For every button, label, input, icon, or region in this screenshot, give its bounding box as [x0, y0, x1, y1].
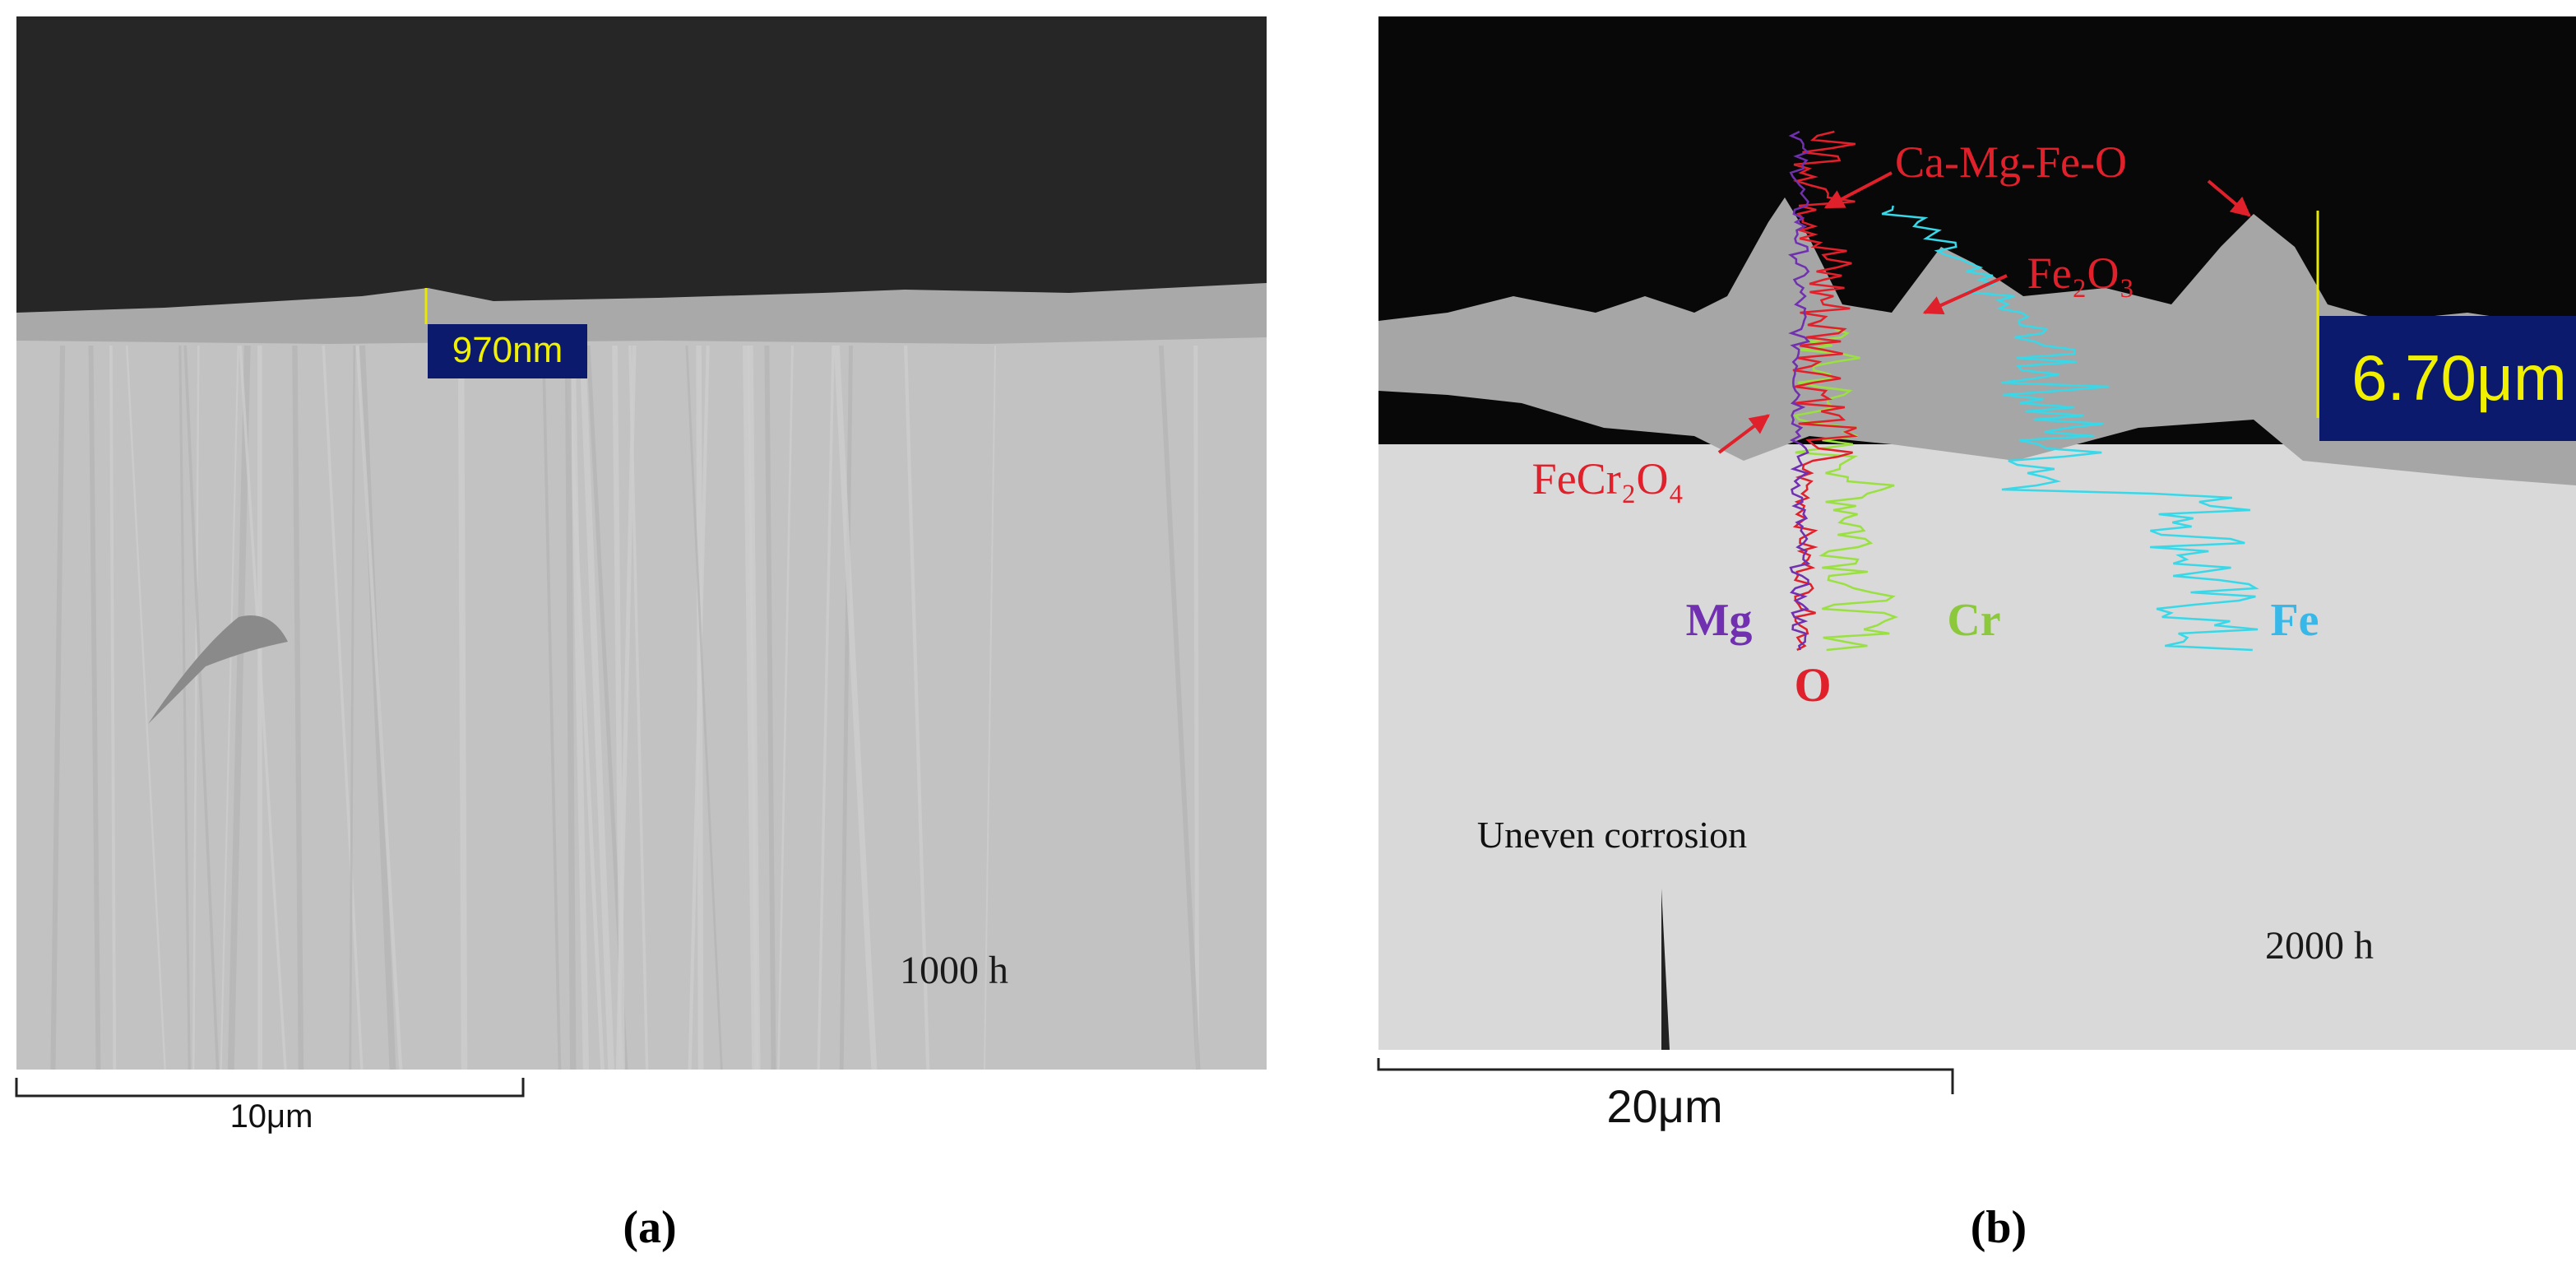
streak [355, 345, 403, 1070]
line-scan [1788, 130, 2259, 652]
panel-label: (b) [1971, 1202, 2027, 1253]
arrow [1922, 274, 2008, 315]
element-label: Mg [1686, 595, 1753, 646]
element-label: O [1794, 658, 1831, 712]
arrow [2207, 179, 2251, 217]
trace [1788, 130, 1811, 651]
streak [88, 345, 101, 1070]
arrow [1717, 414, 1770, 454]
scale-bar [15, 1078, 525, 1098]
streak [777, 345, 794, 1070]
streak [688, 345, 710, 1070]
element-label: Fe [2270, 595, 2319, 646]
panel-label: (a) [623, 1202, 676, 1253]
streak [1193, 345, 1200, 1070]
measure-box [2319, 316, 2576, 441]
time-label: 1000 h [900, 949, 1008, 992]
measurement: 6.70μm [2351, 341, 2567, 414]
streak [541, 345, 562, 1070]
scale-label: 20μm [1606, 1080, 1722, 1132]
streak [983, 345, 997, 1070]
streak [50, 345, 66, 1070]
defect [148, 615, 288, 724]
annotation: Ca-Mg-Fe-O [1895, 137, 2127, 187]
streak [565, 345, 605, 1070]
streaks [50, 345, 1201, 1070]
streak [192, 345, 200, 1070]
oxide-layer [1378, 197, 2576, 485]
streak [904, 345, 930, 1070]
streak [833, 345, 878, 1070]
streak [457, 345, 468, 1070]
panel-a: 970nm 1000 h 10μm (a) [15, 16, 1267, 1253]
streak [817, 345, 835, 1070]
streak [579, 345, 614, 1070]
annotation: Uneven corrosion [1477, 814, 1747, 856]
crack [1661, 889, 1670, 1050]
streak [742, 345, 759, 1070]
measurement: 970nm [452, 330, 563, 370]
annotation: FeCr₂O₄ [1532, 454, 1684, 504]
streak [227, 345, 251, 1070]
time-label: 2000 h [2265, 924, 2374, 968]
streak [359, 345, 396, 1070]
streak [125, 345, 166, 1070]
streak [109, 345, 117, 1070]
streak [183, 345, 220, 1070]
streak [220, 345, 239, 1070]
trace [1793, 327, 1899, 652]
panel-b: 6.70μm Ca-Mg-Fe-O Fe₂O₃ FeCr₂O₄ Uneven c… [1377, 16, 2576, 1253]
streak [564, 345, 577, 1070]
streak [1158, 345, 1201, 1070]
streak [178, 345, 191, 1070]
streak [764, 345, 776, 1070]
arrow [1823, 171, 1893, 209]
streak [685, 345, 723, 1070]
background [16, 16, 1267, 313]
streak [839, 345, 853, 1070]
streak [322, 345, 364, 1070]
annotation: Fe₂O₃ [2027, 248, 2135, 298]
streak [292, 345, 304, 1070]
oxide-layer [16, 283, 1267, 344]
measure-box [428, 324, 587, 378]
scale-label: 10μm [230, 1098, 313, 1135]
streak [239, 345, 287, 1070]
scale-bar [1377, 1058, 1954, 1094]
element-label: Cr [1947, 595, 2000, 646]
streak [349, 345, 356, 1070]
streak [612, 345, 625, 1070]
trace [1881, 205, 2259, 652]
